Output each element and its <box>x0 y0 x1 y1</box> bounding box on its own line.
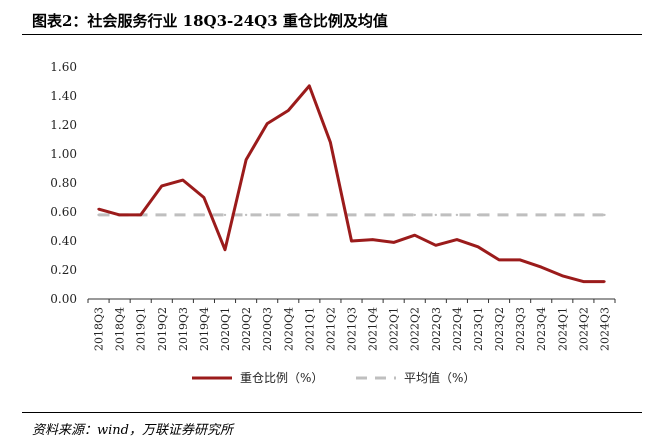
holdings-ratio-point <box>434 244 438 247</box>
x-tick-label: 2022Q2 <box>409 307 422 351</box>
average-point <box>582 213 585 217</box>
average-point <box>561 213 564 217</box>
y-tick-label: 0.80 <box>50 176 77 190</box>
holdings-ratio-point <box>202 196 206 199</box>
holdings-ratio-point <box>308 84 311 88</box>
y-tick-label: 0.20 <box>50 263 77 277</box>
average-point <box>329 213 332 217</box>
average-point <box>308 213 311 217</box>
holdings-ratio-point <box>518 258 522 262</box>
x-tick-label: 2020Q3 <box>261 307 274 351</box>
y-tick-label: 1.00 <box>50 147 77 161</box>
x-tick-label: 2021Q4 <box>367 307 380 351</box>
y-tick-label: 0.00 <box>50 292 77 306</box>
x-tick-label: 2023Q1 <box>472 307 485 351</box>
x-tick-label: 2018Q3 <box>93 307 106 351</box>
holdings-ratio-point <box>223 248 227 251</box>
x-tick-label: 2023Q3 <box>514 307 527 351</box>
x-tick-label: 2018Q4 <box>114 307 127 351</box>
average-point <box>540 213 543 217</box>
holdings-ratio-point <box>392 241 395 244</box>
x-tick-label: 2022Q1 <box>388 307 401 351</box>
y-axis: 0.00 0.20 0.40 0.60 0.80 1.00 1.20 1.40 1.60 <box>50 60 77 306</box>
holdings-ratio-point <box>181 178 185 182</box>
y-tick-label: 0.40 <box>50 234 77 248</box>
average-point <box>350 213 353 217</box>
x-tick-label: 2021Q3 <box>346 307 359 351</box>
holdings-ratio-point <box>139 213 142 217</box>
x-tick-label: 2024Q3 <box>598 307 611 351</box>
holdings-ratio-point <box>582 280 585 283</box>
average-point <box>202 213 206 217</box>
legend: 重仓比例（%） 平均值（%） <box>192 370 475 385</box>
holdings-ratio-point <box>561 274 564 277</box>
x-tick-label: 2021Q1 <box>303 307 316 351</box>
x-tick-label: 2019Q4 <box>198 307 211 351</box>
holdings-ratio-point <box>97 207 100 211</box>
y-tick-label: 0.60 <box>50 205 77 219</box>
average-point <box>244 213 248 217</box>
average-point <box>603 213 606 217</box>
holdings-ratio-point <box>118 213 121 217</box>
average-point <box>97 213 100 217</box>
holdings-ratio-point <box>413 234 416 237</box>
average-point <box>476 213 480 217</box>
average-point <box>518 213 522 217</box>
holdings-ratio-point <box>287 109 290 112</box>
average-point <box>265 213 269 217</box>
x-tick-label: 2022Q4 <box>451 307 464 351</box>
average-point <box>455 213 459 217</box>
average-point <box>223 213 227 217</box>
average-point <box>413 213 416 217</box>
holdings-ratio-line <box>98 84 605 284</box>
x-tick-label: 2020Q4 <box>282 307 295 351</box>
y-tick-label: 1.20 <box>50 118 77 132</box>
average-point <box>371 213 374 217</box>
holdings-ratio-point <box>603 280 606 283</box>
y-tick-label: 1.60 <box>50 60 77 74</box>
holdings-ratio-point <box>497 258 501 262</box>
x-tick-label: 2024Q1 <box>556 307 569 351</box>
x-tick-label: 2019Q1 <box>135 307 148 351</box>
x-tick-label: 2020Q1 <box>219 307 232 351</box>
title-bar: 图表2：社会服务行业 18Q3-24Q3 重仓比例及均值 <box>22 4 642 35</box>
x-axis: 2018Q3 2018Q4 2019Q1 2019Q2 2019Q3 2019Q4 2020… <box>87 298 616 351</box>
x-tick-label: 2019Q3 <box>177 307 190 351</box>
average-point <box>181 213 185 217</box>
holdings-ratio-point <box>540 265 543 269</box>
holdings-ratio-point <box>265 122 269 125</box>
average-point <box>392 213 395 217</box>
x-tick-label: 2024Q2 <box>577 307 590 351</box>
holdings-ratio-point <box>350 239 353 243</box>
average-point <box>160 213 163 217</box>
average-point <box>287 213 290 217</box>
x-tick-label: 2023Q2 <box>493 307 506 351</box>
holdings-ratio-point <box>160 184 163 188</box>
footer-bar: 资料来源：wind，万联证券研究所 <box>22 412 642 439</box>
x-tick-label: 2019Q2 <box>156 307 169 351</box>
y-tick-label: 1.40 <box>50 89 77 103</box>
x-tick-label: 2023Q4 <box>535 307 548 351</box>
holdings-ratio-point <box>455 238 459 241</box>
holdings-ratio-point <box>371 238 374 241</box>
x-tick-label: 2022Q3 <box>430 307 443 351</box>
x-tick-label: 2021Q2 <box>324 307 337 351</box>
average-point <box>434 213 438 217</box>
average-point <box>497 213 501 217</box>
x-tick-label: 2020Q2 <box>240 307 253 351</box>
holdings-ratio-point <box>329 141 332 144</box>
holdings-ratio-point <box>244 158 248 161</box>
source-note: 资料来源：wind，万联证券研究所 <box>32 423 233 438</box>
series-layer <box>97 84 606 284</box>
legend-label: 平均值（%） <box>404 370 475 385</box>
holdings-ratio-point <box>476 245 480 248</box>
legend-label: 重仓比例（%） <box>240 371 323 385</box>
chart-title: 图表2：社会服务行业 18Q3-24Q3 重仓比例及均值 <box>32 12 388 30</box>
